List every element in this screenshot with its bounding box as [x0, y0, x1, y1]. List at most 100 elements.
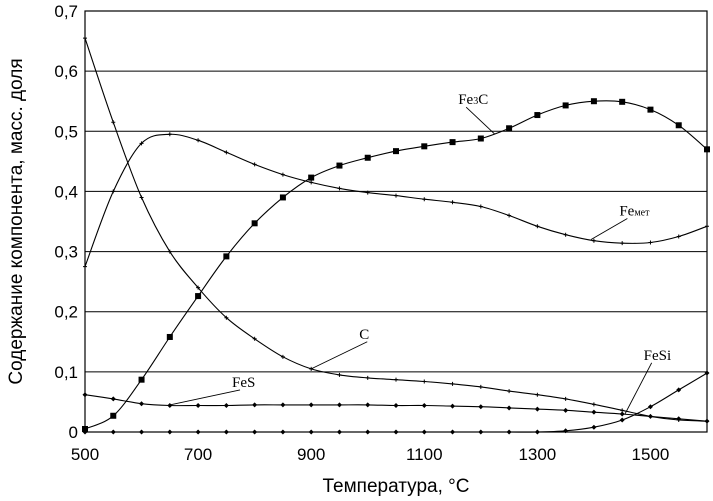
data-point-fes	[167, 403, 173, 409]
x-tick-label: 1500	[632, 445, 670, 464]
data-point-c	[478, 384, 483, 389]
x-axis-title: Температура, °C	[323, 476, 470, 497]
data-point-c	[365, 375, 370, 380]
series-label-fes: FeS	[232, 375, 255, 391]
data-point-fe3c	[393, 148, 399, 155]
data-point-feмет	[280, 172, 285, 177]
data-point-feмет	[563, 232, 568, 237]
data-point-fe3c	[138, 376, 145, 383]
data-point-fe3c	[562, 102, 569, 109]
y-tick-label: 0	[69, 423, 78, 442]
data-point-feмет	[591, 238, 596, 243]
markers-layer	[82, 36, 710, 435]
data-point-feмет	[111, 189, 116, 194]
data-point-fes	[195, 403, 201, 409]
data-point-fes	[365, 402, 371, 408]
data-point-fe3c	[421, 143, 428, 150]
data-point-fe3c	[195, 293, 202, 300]
data-point-feмет	[309, 180, 314, 185]
data-point-feмет	[507, 213, 512, 218]
data-point-c	[507, 389, 512, 394]
y-tick-label: 0,2	[54, 303, 78, 322]
tick-labels: 0 0,1 0,2 0,3 0,4 0,5 0,6 0,7 500 700 900 1100 1300 1…	[54, 2, 669, 464]
data-point-feмет	[535, 224, 540, 229]
data-point-feмет	[422, 197, 427, 202]
series-label-fe3c: Fe3C	[458, 92, 488, 108]
label-leader-fes	[169, 389, 241, 406]
y-axis-title: Содержание компонента, масс. доля	[6, 58, 27, 384]
data-point-c	[563, 396, 568, 401]
data-point-c	[337, 372, 342, 377]
data-point-fes	[450, 403, 456, 409]
data-point-fes	[139, 401, 145, 407]
label-leader-feмет	[590, 218, 628, 240]
data-point-fes	[591, 409, 597, 415]
data-point-c	[224, 315, 229, 320]
data-point-fesi	[647, 404, 653, 410]
data-point-fe3c	[336, 162, 343, 169]
series-label-feмет: Feмет	[619, 203, 650, 219]
series-label-c: C	[359, 327, 369, 343]
data-point-fes	[647, 413, 653, 419]
y-tick-label: 0,5	[54, 122, 78, 141]
data-point-feмет	[252, 162, 257, 167]
data-point-c	[450, 381, 455, 386]
label-leader-fe3c	[465, 106, 496, 135]
data-point-fes	[280, 402, 286, 408]
data-point-fes	[534, 406, 540, 412]
data-point-fes	[478, 404, 484, 410]
data-point-fesi	[676, 387, 682, 393]
plot-frame	[84, 10, 708, 433]
data-point-fe3c	[534, 112, 541, 119]
data-point-fes	[619, 411, 625, 417]
label-leader-fesi	[624, 362, 653, 415]
data-point-feмет	[224, 150, 229, 155]
data-point-c	[394, 377, 398, 382]
gridlines	[85, 10, 707, 433]
data-point-fe3c	[647, 106, 654, 113]
data-point-fe3c	[590, 98, 597, 105]
data-point-fes	[308, 402, 314, 408]
data-point-fe3c	[477, 135, 484, 142]
series-label-fesi: FeSi	[644, 348, 672, 364]
data-point-c	[252, 336, 257, 341]
data-point-feмет	[196, 138, 201, 143]
data-point-fe3c	[223, 253, 230, 260]
y-tick-label: 0,4	[54, 182, 78, 201]
y-tick-label: 0,1	[54, 363, 78, 382]
data-point-c	[167, 249, 172, 254]
data-point-fes	[676, 416, 682, 422]
data-point-feмет	[337, 186, 342, 191]
x-tick-label: 1100	[406, 445, 443, 464]
data-point-c	[280, 354, 285, 359]
data-point-feмет	[450, 200, 455, 205]
data-point-feмет	[620, 241, 625, 246]
series-line-c	[84, 37, 708, 422]
data-point-feмет	[139, 141, 144, 146]
data-point-c	[196, 285, 201, 290]
data-point-fes	[336, 402, 342, 408]
data-point-feмет	[167, 132, 172, 137]
data-point-feмет	[394, 193, 398, 198]
x-tick-label: 500	[71, 445, 99, 464]
x-tick-label: 700	[184, 445, 212, 464]
data-point-fes	[223, 403, 229, 409]
y-tick-label: 0,3	[54, 243, 78, 262]
data-point-fes	[421, 403, 427, 409]
data-point-c	[591, 402, 596, 407]
data-point-feмет	[478, 204, 483, 209]
data-point-feмет	[676, 234, 681, 239]
series-line-fesi	[84, 372, 708, 433]
series-layer	[84, 37, 708, 433]
data-point-fe3c	[675, 122, 682, 129]
data-point-fe3c	[619, 98, 626, 105]
data-point-fe3c	[251, 220, 258, 227]
data-point-fes	[252, 402, 258, 408]
series-labels: Fe3C Feмет C FeS FeSi	[169, 92, 672, 415]
label-leader-c	[310, 341, 368, 370]
data-point-fes	[110, 396, 116, 402]
data-point-feмет	[648, 240, 653, 245]
data-point-fesi	[591, 424, 597, 430]
data-point-c	[111, 120, 116, 125]
